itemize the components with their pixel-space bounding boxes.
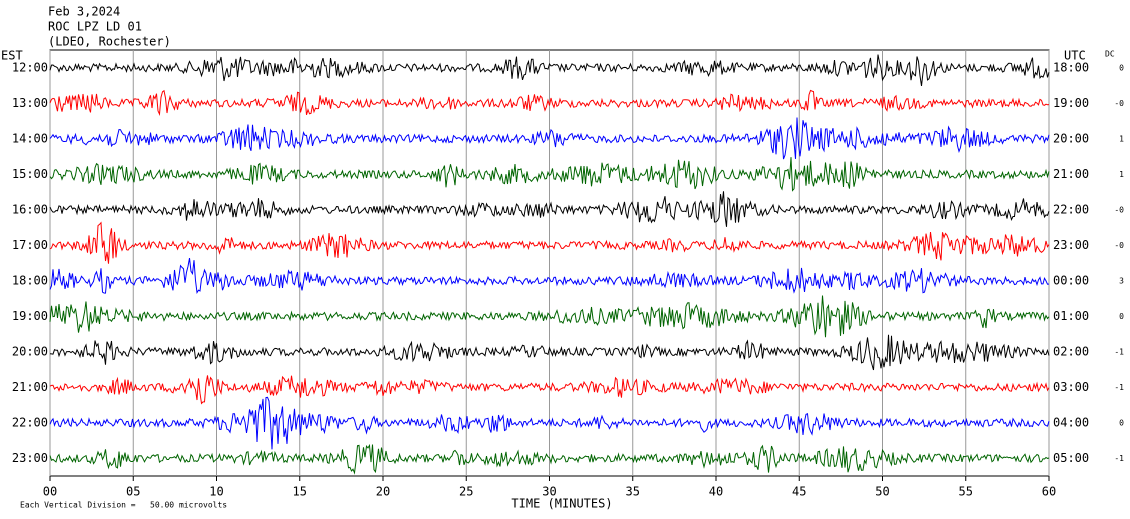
x-tick-label: 60 bbox=[1042, 485, 1056, 499]
dc-label: DC bbox=[1105, 50, 1115, 59]
title-line: ROC LPZ LD 01 bbox=[48, 20, 142, 34]
trace bbox=[49, 295, 1050, 338]
est-label: 15:00 bbox=[12, 167, 48, 181]
trace bbox=[49, 396, 1050, 450]
est-label: 18:00 bbox=[12, 273, 48, 287]
x-tick-label: 10 bbox=[209, 485, 223, 499]
utc-label: 05:00 bbox=[1053, 451, 1089, 465]
x-tick-label: 45 bbox=[792, 485, 806, 499]
est-label: 16:00 bbox=[12, 202, 48, 216]
dc-value: 1 bbox=[1119, 170, 1124, 179]
trace bbox=[49, 117, 1050, 160]
x-tick-label: 15 bbox=[293, 485, 307, 499]
utc-label: 22:00 bbox=[1053, 202, 1089, 216]
dc-value: 0 bbox=[1119, 418, 1124, 427]
x-tick-label: 40 bbox=[709, 485, 723, 499]
dc-value: -0 bbox=[1114, 241, 1124, 250]
dc-value: -0 bbox=[1114, 205, 1124, 214]
x-tick-label: 50 bbox=[875, 485, 889, 499]
est-label: 19:00 bbox=[12, 309, 48, 323]
x-axis-label: TIME (MINUTES) bbox=[511, 497, 612, 511]
dc-value: -1 bbox=[1114, 347, 1124, 356]
dc-value: -1 bbox=[1114, 454, 1124, 463]
dc-value: -1 bbox=[1114, 383, 1124, 392]
dc-value: 0 bbox=[1119, 63, 1124, 72]
trace bbox=[49, 258, 1050, 295]
trace bbox=[49, 54, 1050, 86]
utc-label: 04:00 bbox=[1053, 415, 1089, 429]
dc-value: 1 bbox=[1119, 134, 1124, 143]
utc-label: 18:00 bbox=[1053, 60, 1089, 74]
est-label: 20:00 bbox=[12, 344, 48, 358]
trace bbox=[49, 443, 1050, 475]
utc-label: 23:00 bbox=[1053, 238, 1089, 252]
trace bbox=[49, 89, 1050, 116]
x-tick-label: 05 bbox=[126, 485, 140, 499]
dc-value: -0 bbox=[1114, 99, 1124, 108]
right-axis-label: UTC bbox=[1064, 49, 1086, 63]
trace bbox=[49, 221, 1050, 264]
trace bbox=[49, 375, 1050, 405]
title-line: (LDEO, Rochester) bbox=[48, 35, 171, 49]
dc-value: 0 bbox=[1119, 312, 1124, 321]
est-label: 17:00 bbox=[12, 238, 48, 252]
est-label: 13:00 bbox=[12, 96, 48, 110]
utc-label: 01:00 bbox=[1053, 309, 1089, 323]
est-label: 12:00 bbox=[12, 60, 48, 74]
utc-label: 20:00 bbox=[1053, 131, 1089, 145]
est-label: 21:00 bbox=[12, 380, 48, 394]
x-tick-label: 25 bbox=[459, 485, 473, 499]
title-line: Feb 3,2024 bbox=[48, 5, 120, 19]
x-tick-label: 55 bbox=[959, 485, 973, 499]
est-label: 14:00 bbox=[12, 131, 48, 145]
utc-label: 02:00 bbox=[1053, 344, 1089, 358]
trace bbox=[49, 157, 1050, 192]
x-tick-label: 00 bbox=[43, 485, 57, 499]
utc-label: 19:00 bbox=[1053, 96, 1089, 110]
x-tick-label: 20 bbox=[376, 485, 390, 499]
trace bbox=[49, 334, 1050, 371]
utc-label: 00:00 bbox=[1053, 273, 1089, 287]
est-label: 23:00 bbox=[12, 451, 48, 465]
trace bbox=[49, 191, 1050, 227]
dc-value: 3 bbox=[1119, 276, 1124, 285]
x-tick-label: 30 bbox=[542, 485, 556, 499]
footnote: Each Vertical Division = 50.00 microvolt… bbox=[20, 501, 227, 510]
left-axis-label: EST bbox=[1, 49, 23, 63]
x-tick-label: 35 bbox=[626, 485, 640, 499]
utc-label: 03:00 bbox=[1053, 380, 1089, 394]
est-label: 22:00 bbox=[12, 415, 48, 429]
utc-label: 21:00 bbox=[1053, 167, 1089, 181]
